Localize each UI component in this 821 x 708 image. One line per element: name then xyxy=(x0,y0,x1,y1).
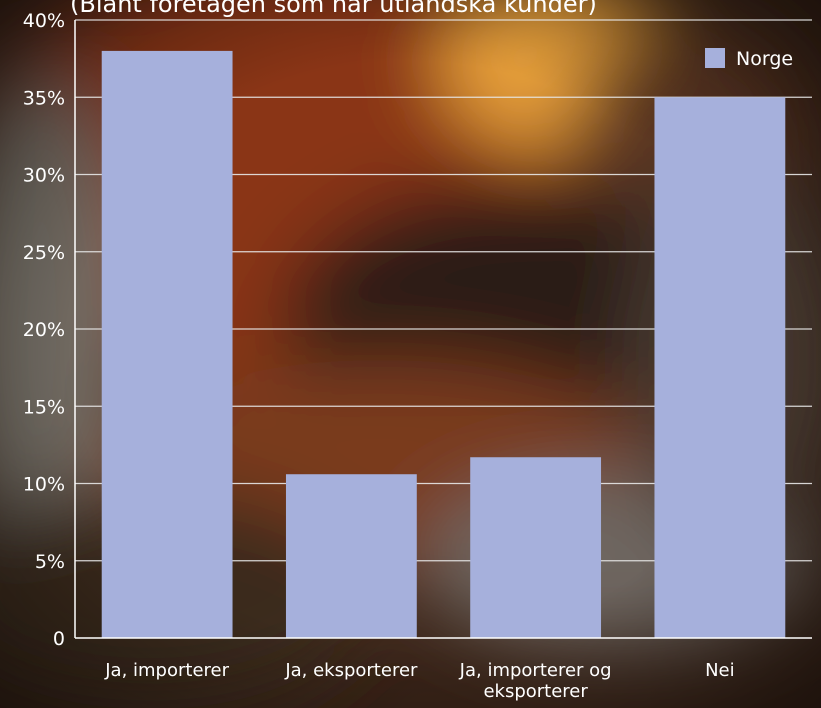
bar xyxy=(285,474,417,638)
bar xyxy=(101,50,233,638)
x-category-label: Ja, importerer og eksporterer xyxy=(459,660,612,702)
legend-label-norge: Norge xyxy=(736,48,793,70)
bars xyxy=(101,50,786,638)
y-tick-label: 10% xyxy=(23,474,65,496)
y-tick-labels: 0 5% 10% 15% 20% 25% 30% 35% 40% xyxy=(23,10,65,650)
bar xyxy=(470,457,602,638)
y-tick-label: 15% xyxy=(23,396,65,418)
y-tick-label: 40% xyxy=(23,10,65,32)
x-category-label: Nei xyxy=(705,660,735,681)
y-tick-label: 35% xyxy=(23,87,65,109)
legend-swatch-norge xyxy=(705,48,725,68)
y-tick-label: 25% xyxy=(23,242,65,264)
y-tick-label: 20% xyxy=(23,319,65,341)
x-category-label: Ja, importerer xyxy=(104,660,229,681)
axes xyxy=(74,20,812,639)
chart-title: (Blant foretagen som har utlandska kunde… xyxy=(70,0,597,18)
y-tick-label: 30% xyxy=(23,165,65,187)
bar xyxy=(654,97,786,638)
x-category-labels: Ja, importerer Ja, eksporterer Ja, importe… xyxy=(104,660,734,702)
legend: Norge xyxy=(705,48,793,70)
y-tick-label: 0 xyxy=(53,628,65,650)
y-tick-label: 5% xyxy=(35,551,65,573)
x-category-label: Ja, eksporterer xyxy=(284,660,418,681)
